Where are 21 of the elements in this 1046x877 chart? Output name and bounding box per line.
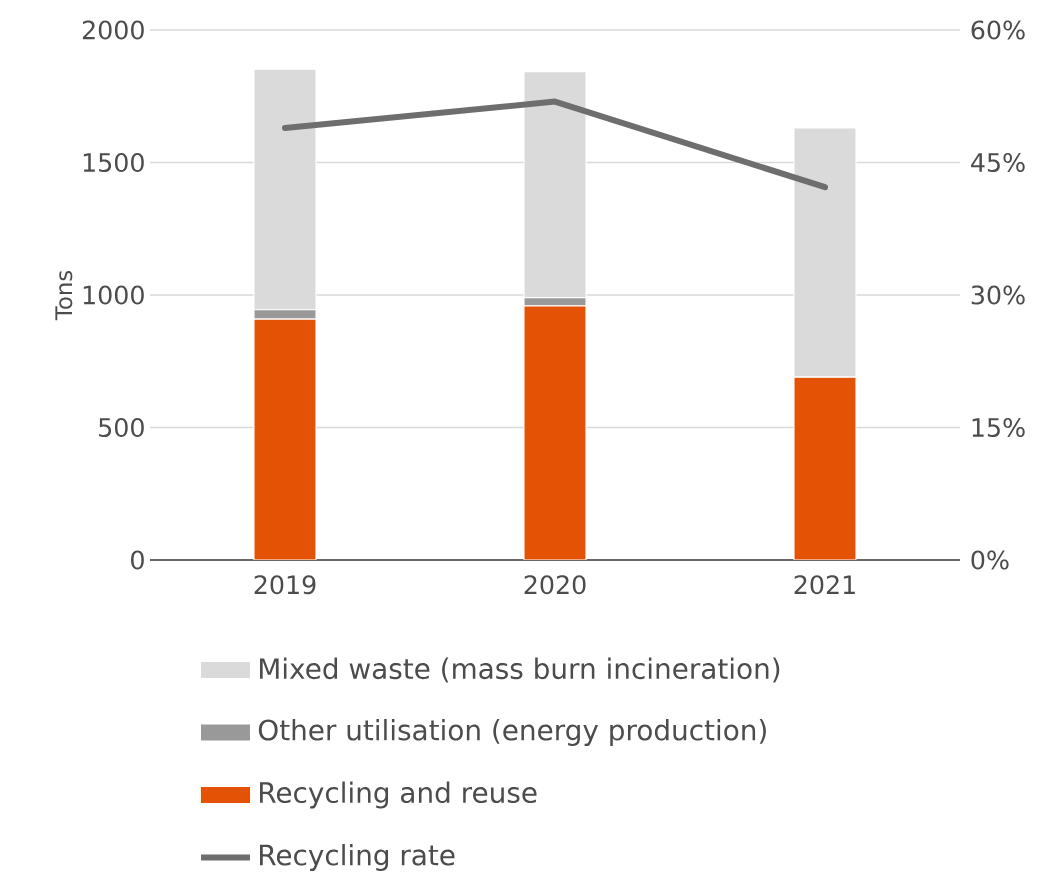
x-tick-label: 2020 bbox=[524, 575, 586, 595]
y-axis-title: Tons bbox=[55, 270, 73, 321]
y2-tick-label: 60% bbox=[971, 20, 1025, 40]
y-tick-label: 1000 bbox=[83, 285, 144, 305]
bar bbox=[523, 305, 587, 560]
legend-label: Mixed waste (mass burn incineration) bbox=[260, 657, 780, 683]
y2-tick-label: 45% bbox=[971, 152, 1025, 173]
x-tick-label: 2021 bbox=[794, 575, 855, 595]
y-tick-label: 0 bbox=[131, 550, 144, 570]
y2-tick-label: 15% bbox=[972, 417, 1025, 438]
y2-tick-label: 30% bbox=[971, 285, 1025, 305]
legend-label: Recycling and reuse bbox=[260, 781, 537, 809]
legend-label: Other utilisation (energy production) bbox=[258, 718, 766, 746]
y-tick-label: 2000 bbox=[82, 20, 144, 40]
y-tick-label: 500 bbox=[99, 417, 144, 438]
legend-label: Recycling rate bbox=[260, 843, 455, 871]
bar bbox=[793, 376, 857, 560]
y2-tick-label: 0% bbox=[971, 550, 1009, 570]
x-tick-label: 2019 bbox=[254, 575, 316, 595]
bar bbox=[253, 318, 317, 560]
y-tick-label: 1500 bbox=[83, 152, 144, 173]
